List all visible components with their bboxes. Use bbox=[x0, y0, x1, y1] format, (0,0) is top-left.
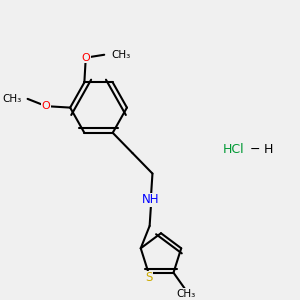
Text: NH: NH bbox=[142, 193, 160, 206]
Text: CH₃: CH₃ bbox=[3, 94, 22, 104]
Text: O: O bbox=[81, 53, 90, 63]
Text: CH₃: CH₃ bbox=[177, 289, 196, 299]
Text: −: − bbox=[249, 143, 260, 156]
Text: H: H bbox=[264, 143, 274, 156]
Text: HCl: HCl bbox=[223, 143, 244, 156]
Text: CH₃: CH₃ bbox=[111, 50, 130, 60]
Text: O: O bbox=[42, 101, 50, 111]
Text: S: S bbox=[145, 272, 152, 284]
